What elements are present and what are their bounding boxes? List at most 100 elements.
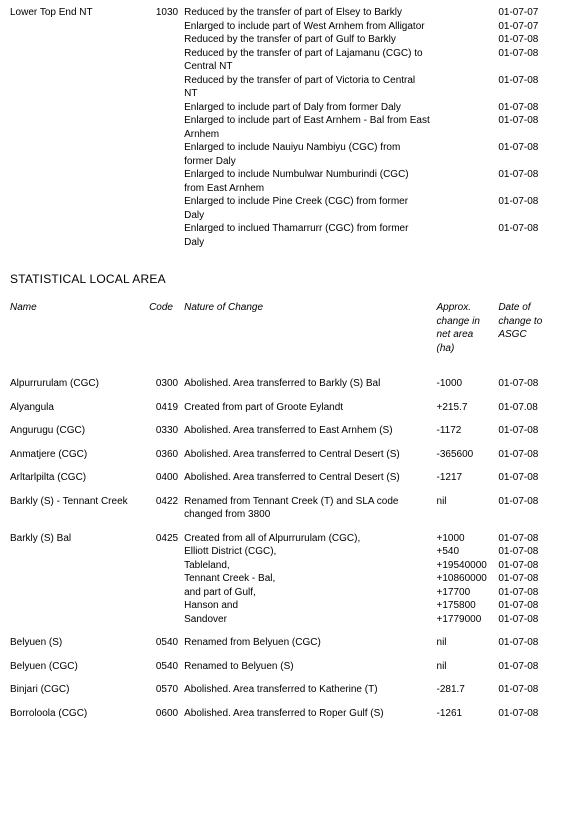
nature-cell: Created from all of Alpurrurulam (CGC), <box>184 532 436 546</box>
area-code <box>149 195 184 222</box>
approx-cell <box>437 195 499 222</box>
area-code <box>149 47 184 74</box>
date-cell: 01-07-08 <box>498 545 554 559</box>
date-cell: 01-07-08 <box>498 101 554 115</box>
entry-name: Arltarlpilta (CGC) <box>10 471 149 485</box>
table-row: Hanson and+17580001-07-08 <box>10 599 554 613</box>
approx-cell <box>437 101 499 115</box>
approx-cell: -1172 <box>437 424 499 438</box>
date-cell: 01-07-08 <box>498 33 554 47</box>
area-code <box>149 222 184 249</box>
nature-cell: Enlarged to include Pine Creek (CGC) fro… <box>184 195 436 222</box>
date-cell: 01-07-08 <box>498 660 554 674</box>
approx-cell: nil <box>437 636 499 650</box>
entry-name: Alyangula <box>10 401 149 415</box>
area-name <box>10 101 149 115</box>
top-area-row: Reduced by the transfer of part of Gulf … <box>10 33 554 47</box>
entry-code: 0600 <box>149 707 184 721</box>
area-name: Lower Top End NT <box>10 6 149 20</box>
top-area-row: Enlarged to include part of East Arnhem … <box>10 114 554 141</box>
approx-cell: +1779000 <box>437 613 499 627</box>
approx-cell: +1000 <box>437 532 499 546</box>
entry-code: 0422 <box>149 495 184 522</box>
table-row: Alpurrurulam (CGC)0300Abolished. Area tr… <box>10 377 554 391</box>
table-row: Elliott District (CGC),+54001-07-08 <box>10 545 554 559</box>
date-cell: 01-07-08 <box>498 683 554 697</box>
approx-cell: -1217 <box>437 471 499 485</box>
spacer-row <box>10 485 554 495</box>
spacer-row <box>10 626 554 636</box>
area-code <box>149 74 184 101</box>
nature-cell: Abolished. Area transferred to Central D… <box>184 471 436 485</box>
table-row: Belyuen (CGC)0540Renamed to Belyuen (S)n… <box>10 660 554 674</box>
entry-name: Alpurrurulam (CGC) <box>10 377 149 391</box>
approx-cell: -281.7 <box>437 683 499 697</box>
nature-cell: Reduced by the transfer of part of Victo… <box>184 74 436 101</box>
approx-cell: nil <box>437 660 499 674</box>
top-area-row: Reduced by the transfer of part of Lajam… <box>10 47 554 74</box>
approx-cell: -1000 <box>437 377 499 391</box>
table-row: Angurugu (CGC)0330Abolished. Area transf… <box>10 424 554 438</box>
entry-name: Angurugu (CGC) <box>10 424 149 438</box>
date-cell: 01-07-08 <box>498 559 554 573</box>
entry-name <box>10 545 149 559</box>
approx-cell: +175800 <box>437 599 499 613</box>
top-area-table: Lower Top End NT1030Reduced by the trans… <box>10 6 554 249</box>
header-approx: Approx. change in net area (ha) <box>437 301 499 355</box>
top-area-row: Enlarged to include part of West Arnhem … <box>10 20 554 34</box>
nature-cell: Sandover <box>184 613 436 627</box>
table-row: Barkly (S) Bal0425Created from all of Al… <box>10 532 554 546</box>
nature-cell: Enlarged to include Numbulwar Numburindi… <box>184 168 436 195</box>
spacer-row <box>10 697 554 707</box>
nature-cell: Elliott District (CGC), <box>184 545 436 559</box>
nature-cell: Tennant Creek - Bal, <box>184 572 436 586</box>
header-nature: Nature of Change <box>184 301 436 355</box>
approx-cell: +215.7 <box>437 401 499 415</box>
entry-name: Belyuen (CGC) <box>10 660 149 674</box>
nature-cell: Reduced by the transfer of part of Lajam… <box>184 47 436 74</box>
nature-cell: Renamed to Belyuen (S) <box>184 660 436 674</box>
approx-cell <box>437 114 499 141</box>
nature-cell: Enlarged to include Nauiyu Nambiyu (CGC)… <box>184 141 436 168</box>
nature-cell: Enlarged to include part of East Arnhem … <box>184 114 436 141</box>
spacer-row <box>10 461 554 471</box>
date-cell: 01-07-08 <box>498 114 554 141</box>
date-cell: 01-07-07 <box>498 6 554 20</box>
entry-name <box>10 613 149 627</box>
table-row: Binjari (CGC)0570Abolished. Area transfe… <box>10 683 554 697</box>
header-date: Date of change to ASGC <box>498 301 554 355</box>
entry-name: Anmatjere (CGC) <box>10 448 149 462</box>
nature-cell: Abolished. Area transferred to Central D… <box>184 448 436 462</box>
top-area-row: Enlarged to include Nauiyu Nambiyu (CGC)… <box>10 141 554 168</box>
date-cell: 01-07-08 <box>498 599 554 613</box>
approx-cell <box>437 6 499 20</box>
table-row: and part of Gulf,+1770001-07-08 <box>10 586 554 600</box>
area-name <box>10 74 149 101</box>
nature-cell: Hanson and <box>184 599 436 613</box>
entry-name: Belyuen (S) <box>10 636 149 650</box>
entry-code: 0300 <box>149 377 184 391</box>
table-row: Anmatjere (CGC)0360Abolished. Area trans… <box>10 448 554 462</box>
date-cell: 01-07-08 <box>498 377 554 391</box>
header-name: Name <box>10 301 149 355</box>
entry-code <box>149 545 184 559</box>
approx-cell: +19540000 <box>437 559 499 573</box>
date-cell: 01-07-08 <box>498 572 554 586</box>
entry-name <box>10 586 149 600</box>
table-row: Tennant Creek - Bal,+1086000001-07-08 <box>10 572 554 586</box>
date-cell: 01-07-08 <box>498 471 554 485</box>
approx-cell <box>437 47 499 74</box>
nature-cell: Tableland, <box>184 559 436 573</box>
spacer-row <box>10 522 554 532</box>
entry-code: 0400 <box>149 471 184 485</box>
date-cell: 01-07-08 <box>498 448 554 462</box>
table-row: Barkly (S) - Tennant Creek0422Renamed fr… <box>10 495 554 522</box>
table-row: Arltarlpilta (CGC)0400Abolished. Area tr… <box>10 471 554 485</box>
area-name <box>10 47 149 74</box>
top-area-row: Enlarged to include Numbulwar Numburindi… <box>10 168 554 195</box>
entry-name: Binjari (CGC) <box>10 683 149 697</box>
approx-cell: -1261 <box>437 707 499 721</box>
approx-cell <box>437 168 499 195</box>
spacer-row <box>10 438 554 448</box>
area-name <box>10 222 149 249</box>
